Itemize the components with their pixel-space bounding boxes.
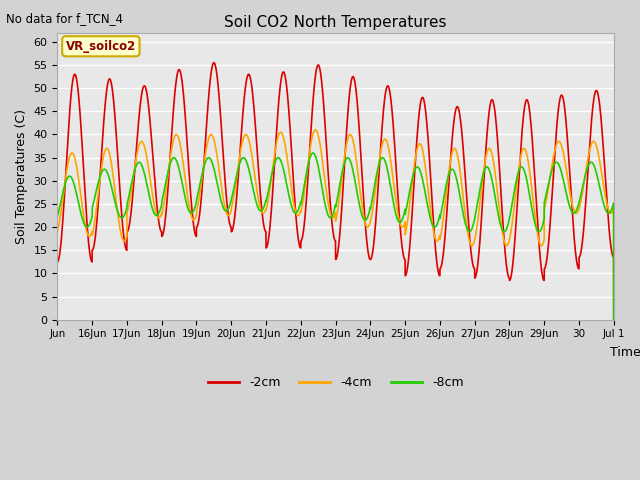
Y-axis label: Soil Temperatures (C): Soil Temperatures (C): [15, 108, 28, 244]
Legend: -2cm, -4cm, -8cm: -2cm, -4cm, -8cm: [203, 371, 468, 394]
Text: No data for f_TCN_4: No data for f_TCN_4: [6, 12, 124, 25]
Title: Soil CO2 North Temperatures: Soil CO2 North Temperatures: [225, 15, 447, 30]
X-axis label: Time: Time: [609, 346, 640, 359]
Text: VR_soilco2: VR_soilco2: [66, 40, 136, 53]
